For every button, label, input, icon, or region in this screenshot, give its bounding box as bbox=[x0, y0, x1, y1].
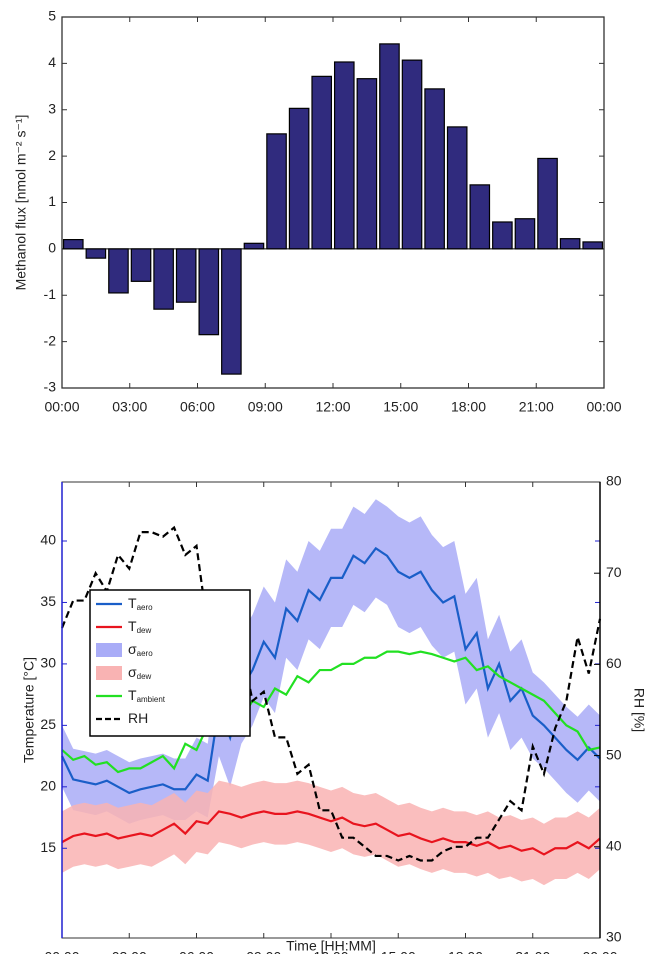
band bbox=[62, 499, 600, 824]
y-tick-label: 20 bbox=[40, 778, 56, 794]
x-tick-label: 21:00 bbox=[515, 949, 550, 954]
bar bbox=[582, 241, 604, 250]
x-axis-label: Time [HH:MM] bbox=[286, 938, 376, 954]
legend-swatch bbox=[96, 643, 122, 657]
y2-tick-label: 60 bbox=[606, 655, 622, 671]
y-axis-label: Methanol flux [nmol m⁻² s⁻¹] bbox=[13, 115, 29, 291]
y-tick-label: 40 bbox=[40, 532, 56, 548]
x-tick-label: 00:00 bbox=[44, 399, 79, 415]
bar bbox=[288, 107, 310, 250]
y-tick-label: 25 bbox=[40, 716, 56, 732]
legend-swatch bbox=[96, 666, 122, 680]
bar bbox=[85, 248, 107, 259]
y2-tick-label: 30 bbox=[606, 929, 622, 945]
bar bbox=[62, 239, 84, 250]
x-tick-label: 15:00 bbox=[383, 399, 418, 415]
series-line bbox=[61, 650, 601, 774]
legend-label: Tambient bbox=[128, 687, 166, 704]
legend-label: σdew bbox=[128, 664, 152, 681]
y-tick-label: -3 bbox=[44, 379, 57, 395]
y-tick-label: -2 bbox=[44, 332, 57, 348]
x-tick-label: 06:00 bbox=[179, 949, 214, 954]
bar bbox=[175, 248, 197, 303]
bar bbox=[356, 78, 378, 250]
x-tick-label: 09:00 bbox=[248, 399, 283, 415]
x-tick-label: 15:00 bbox=[381, 949, 416, 954]
x-tick-label: 21:00 bbox=[519, 399, 554, 415]
bar bbox=[333, 61, 355, 250]
y2-tick-label: 50 bbox=[606, 746, 622, 762]
y-tick-label: 4 bbox=[48, 54, 56, 70]
bar bbox=[537, 157, 558, 250]
x-tick-label: 03:00 bbox=[112, 399, 147, 415]
bar bbox=[108, 248, 129, 294]
series-line bbox=[61, 810, 601, 856]
bar bbox=[379, 43, 400, 250]
x-tick-label: 00:00 bbox=[44, 949, 79, 954]
y-tick-label: 1 bbox=[48, 193, 56, 209]
y-tick-label: 0 bbox=[48, 240, 56, 256]
y-tick-label: 2 bbox=[48, 147, 56, 163]
bar bbox=[311, 75, 333, 250]
bar bbox=[446, 126, 468, 250]
x-tick-label: 12:00 bbox=[315, 399, 350, 415]
x-tick-label: 00:00 bbox=[586, 399, 621, 415]
bar bbox=[221, 248, 242, 375]
bar bbox=[130, 248, 152, 282]
bar bbox=[401, 59, 423, 250]
x-tick-label: 06:00 bbox=[180, 399, 215, 415]
plot-frame bbox=[61, 16, 605, 389]
legend-box bbox=[89, 589, 251, 737]
x-tick-label: 18:00 bbox=[451, 399, 486, 415]
series-line bbox=[61, 546, 601, 795]
legend-label: σaero bbox=[128, 641, 153, 658]
legend-name: σ bbox=[128, 664, 137, 680]
bar bbox=[492, 221, 513, 250]
legend-name: T bbox=[128, 595, 137, 611]
bar bbox=[198, 248, 220, 336]
bar bbox=[514, 218, 536, 250]
x-tick-label: 00:00 bbox=[582, 949, 617, 954]
band bbox=[62, 780, 600, 886]
legend-label: Tdew bbox=[128, 618, 151, 635]
y2-tick-label: 80 bbox=[606, 473, 622, 489]
x-tick-label: 18:00 bbox=[448, 949, 483, 954]
legend-label: RH bbox=[128, 710, 148, 726]
y2-tick-label: 40 bbox=[606, 838, 622, 854]
plot-area bbox=[60, 499, 602, 886]
bar bbox=[266, 133, 287, 250]
y2-tick-label: 70 bbox=[606, 564, 622, 580]
legend-subscript: dew bbox=[137, 626, 152, 635]
legend-name: T bbox=[128, 687, 137, 703]
y-tick-label: 35 bbox=[40, 593, 56, 609]
bar bbox=[243, 242, 265, 250]
y-tick-label: 15 bbox=[40, 839, 56, 855]
x-tick-label: 09:00 bbox=[246, 949, 281, 954]
x-tick-label: 03:00 bbox=[112, 949, 147, 954]
legend-name: σ bbox=[128, 641, 137, 657]
bar bbox=[559, 238, 581, 250]
legend-subscript: ambient bbox=[137, 695, 166, 704]
y2-axis-label: RH [%] bbox=[631, 688, 647, 732]
y-axis-label: Temperature [°C] bbox=[21, 657, 37, 763]
bar bbox=[424, 88, 445, 250]
legend-name: RH bbox=[128, 710, 148, 726]
legend-subscript: aero bbox=[137, 649, 154, 658]
legend-subscript: aero bbox=[137, 603, 154, 612]
y-tick-label: 5 bbox=[48, 8, 56, 24]
legend-subscript: dew bbox=[137, 672, 152, 681]
y-tick-label: 30 bbox=[40, 655, 56, 671]
y-tick-label: -1 bbox=[44, 286, 57, 302]
legend-name: T bbox=[128, 618, 137, 634]
bar bbox=[153, 248, 174, 310]
bar bbox=[469, 184, 491, 250]
series-line bbox=[60, 525, 602, 862]
legend-label: Taero bbox=[128, 595, 153, 612]
x-tick-label: 12:00 bbox=[313, 949, 348, 954]
y-tick-label: 3 bbox=[48, 100, 56, 116]
